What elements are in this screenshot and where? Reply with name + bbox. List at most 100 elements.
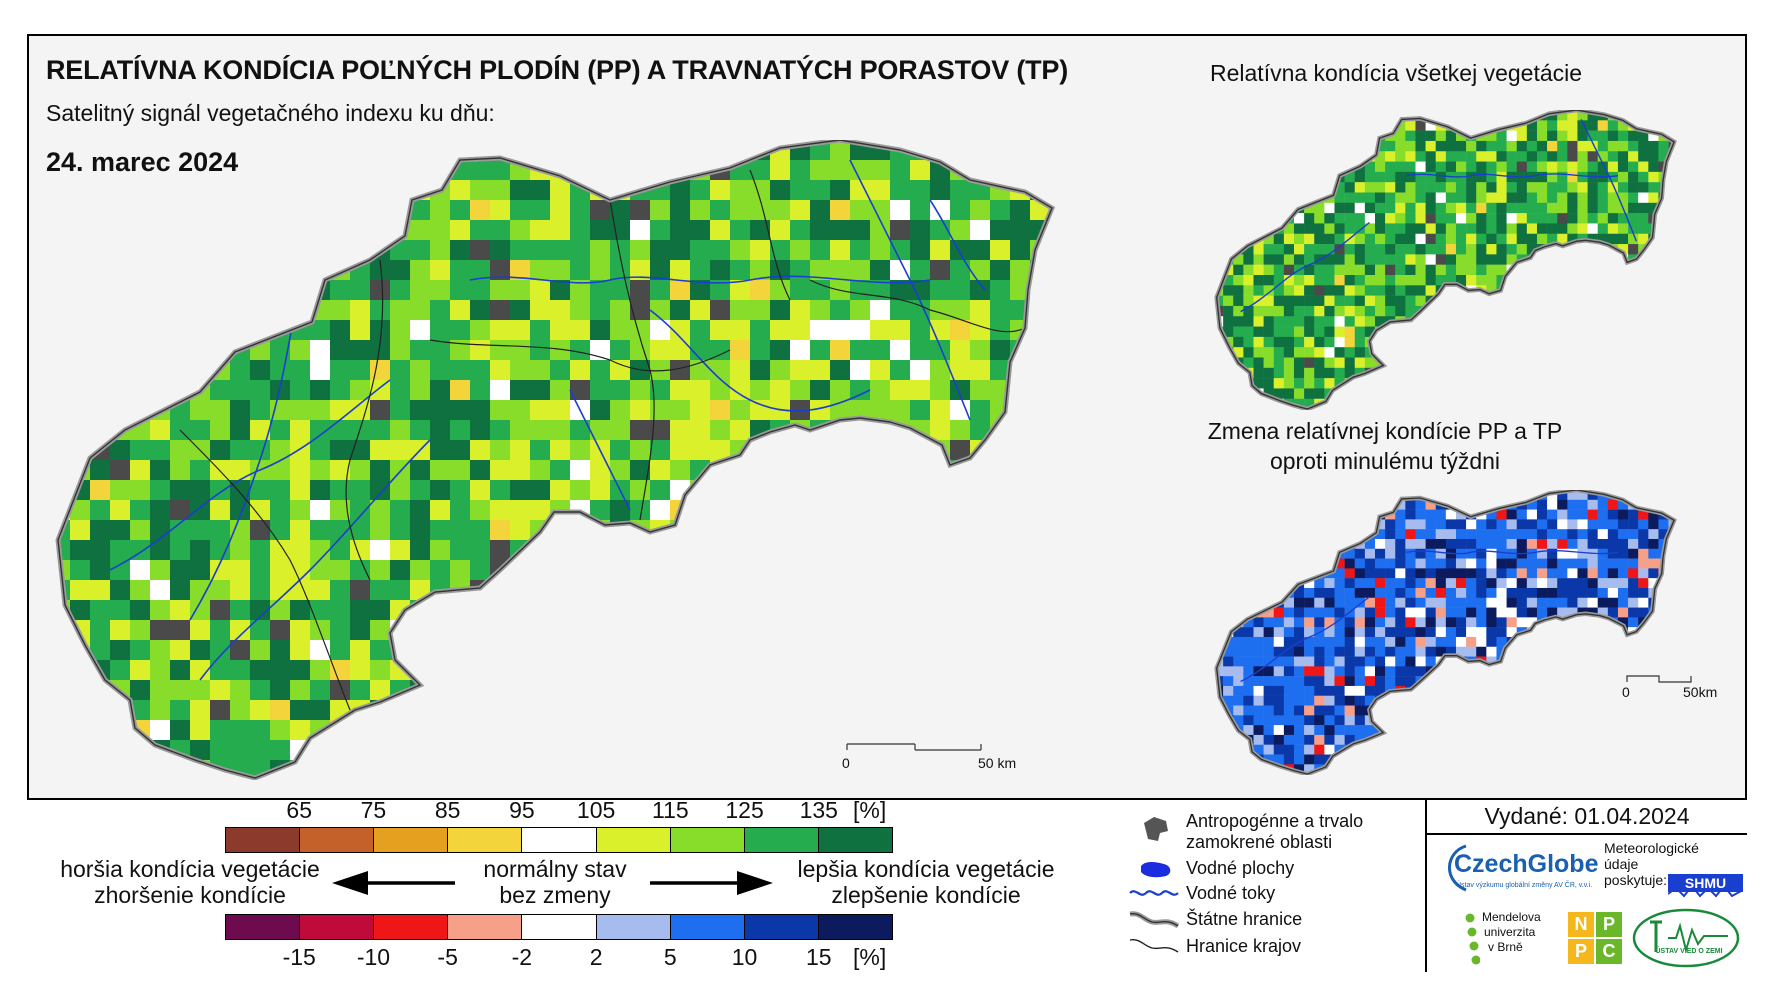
map-cell: [1547, 378, 1558, 389]
map-cell: [1557, 538, 1568, 550]
map-cell: [850, 380, 871, 401]
map-cell: [330, 480, 351, 501]
map-cell: [1405, 744, 1416, 755]
map-cell: [1455, 140, 1467, 152]
map-cell: [1070, 660, 1091, 681]
map-cell: [1679, 500, 1689, 510]
map-cell: [1476, 578, 1487, 589]
map-cell: [1547, 316, 1558, 327]
map-cell: [1587, 275, 1598, 286]
map-cell: [1243, 305, 1254, 317]
map-cell: [1658, 213, 1669, 224]
map-cell: [1709, 627, 1719, 637]
map-cell: [710, 580, 731, 601]
map-cell: [1547, 754, 1558, 765]
map-cell: [630, 660, 651, 681]
map-cell: [1233, 367, 1244, 379]
map-cell: [170, 580, 191, 601]
map-cell: [1304, 490, 1315, 501]
map-cell: [1324, 316, 1335, 327]
map-cell: [1476, 182, 1487, 193]
map-cell: [490, 500, 511, 521]
map-cell: [1709, 131, 1719, 142]
map-cell: [650, 200, 671, 221]
map-cell: [610, 640, 631, 661]
map-cell: [1607, 715, 1619, 726]
map-cell: [1385, 617, 1396, 628]
map-cell: [1486, 548, 1497, 559]
map-cell: [1607, 357, 1619, 369]
map-cell: [1597, 398, 1609, 410]
map-cell: [1648, 202, 1659, 214]
map-cell: [1587, 744, 1598, 755]
map-cell: [1395, 705, 1406, 716]
map-cell: [1283, 357, 1295, 369]
map-cell: [1445, 398, 1457, 410]
map-cell: [350, 740, 371, 761]
map-cell: [830, 460, 851, 481]
map-cell: [1170, 740, 1180, 761]
map-cell: [1283, 254, 1295, 265]
map-cell: [610, 400, 631, 421]
map-cell: [1506, 587, 1517, 598]
map-cell: [1547, 568, 1558, 579]
map-cell: [1374, 764, 1386, 775]
map-cell: [1354, 705, 1366, 716]
map-cell: [1638, 367, 1649, 379]
map-cell: [1293, 529, 1305, 540]
map-cell: [1567, 558, 1578, 569]
map-cell: [1293, 685, 1305, 696]
map-cell: [370, 260, 391, 281]
cond-bar-swatch: [448, 828, 523, 852]
map-cell: [1110, 260, 1131, 281]
map-cell: [1374, 529, 1386, 540]
map-cell: [690, 180, 711, 201]
map-cell: [1283, 130, 1295, 142]
map-cell: [1354, 120, 1366, 131]
map-cell: [1324, 161, 1335, 173]
map-cell: [1233, 275, 1244, 286]
map-cell: [850, 360, 871, 381]
map-cell: [1354, 764, 1366, 775]
map-cell: [990, 680, 1011, 701]
map-cell: [1668, 378, 1675, 389]
map-cell: [510, 480, 531, 501]
map-cell: [1273, 378, 1285, 389]
map-cell: [1628, 774, 1638, 775]
map-cell: [90, 420, 111, 441]
cond-ticks-label: 95: [509, 797, 535, 823]
map-cell: [1405, 285, 1416, 296]
map-cell: [1648, 548, 1659, 559]
map-cell: [1689, 588, 1699, 598]
map-cell: [350, 320, 371, 341]
map-cell: [1526, 617, 1538, 628]
map-cell: [190, 620, 211, 641]
map-cell: [190, 180, 211, 201]
map-cell: [1587, 295, 1598, 307]
map-cell: [510, 620, 531, 641]
map-cell: [1628, 305, 1639, 317]
map-cell: [490, 380, 511, 401]
map-cell: [1090, 520, 1111, 541]
map-cell: [570, 700, 591, 721]
map-cell: [1070, 400, 1091, 421]
map-cell: [350, 180, 371, 201]
map-cell: [1547, 774, 1557, 775]
map-cell: [1668, 715, 1675, 726]
map-cell: [1587, 316, 1598, 327]
map-cell: [770, 380, 791, 401]
map-cell: [1233, 578, 1244, 589]
map-cell: [1344, 529, 1355, 540]
map-cell: [1466, 264, 1477, 276]
map-cell: [1170, 180, 1180, 201]
map-cell: [1395, 347, 1406, 358]
map-cell: [1354, 347, 1366, 358]
map-cell: [210, 160, 231, 181]
map-cell: [150, 720, 171, 741]
map-cell: [1334, 519, 1345, 530]
map-cell: [1516, 656, 1528, 667]
map-cell: [1435, 316, 1447, 327]
map-cell: [1496, 398, 1507, 410]
map-cell: [1719, 120, 1729, 131]
map-cell: [1405, 519, 1416, 530]
